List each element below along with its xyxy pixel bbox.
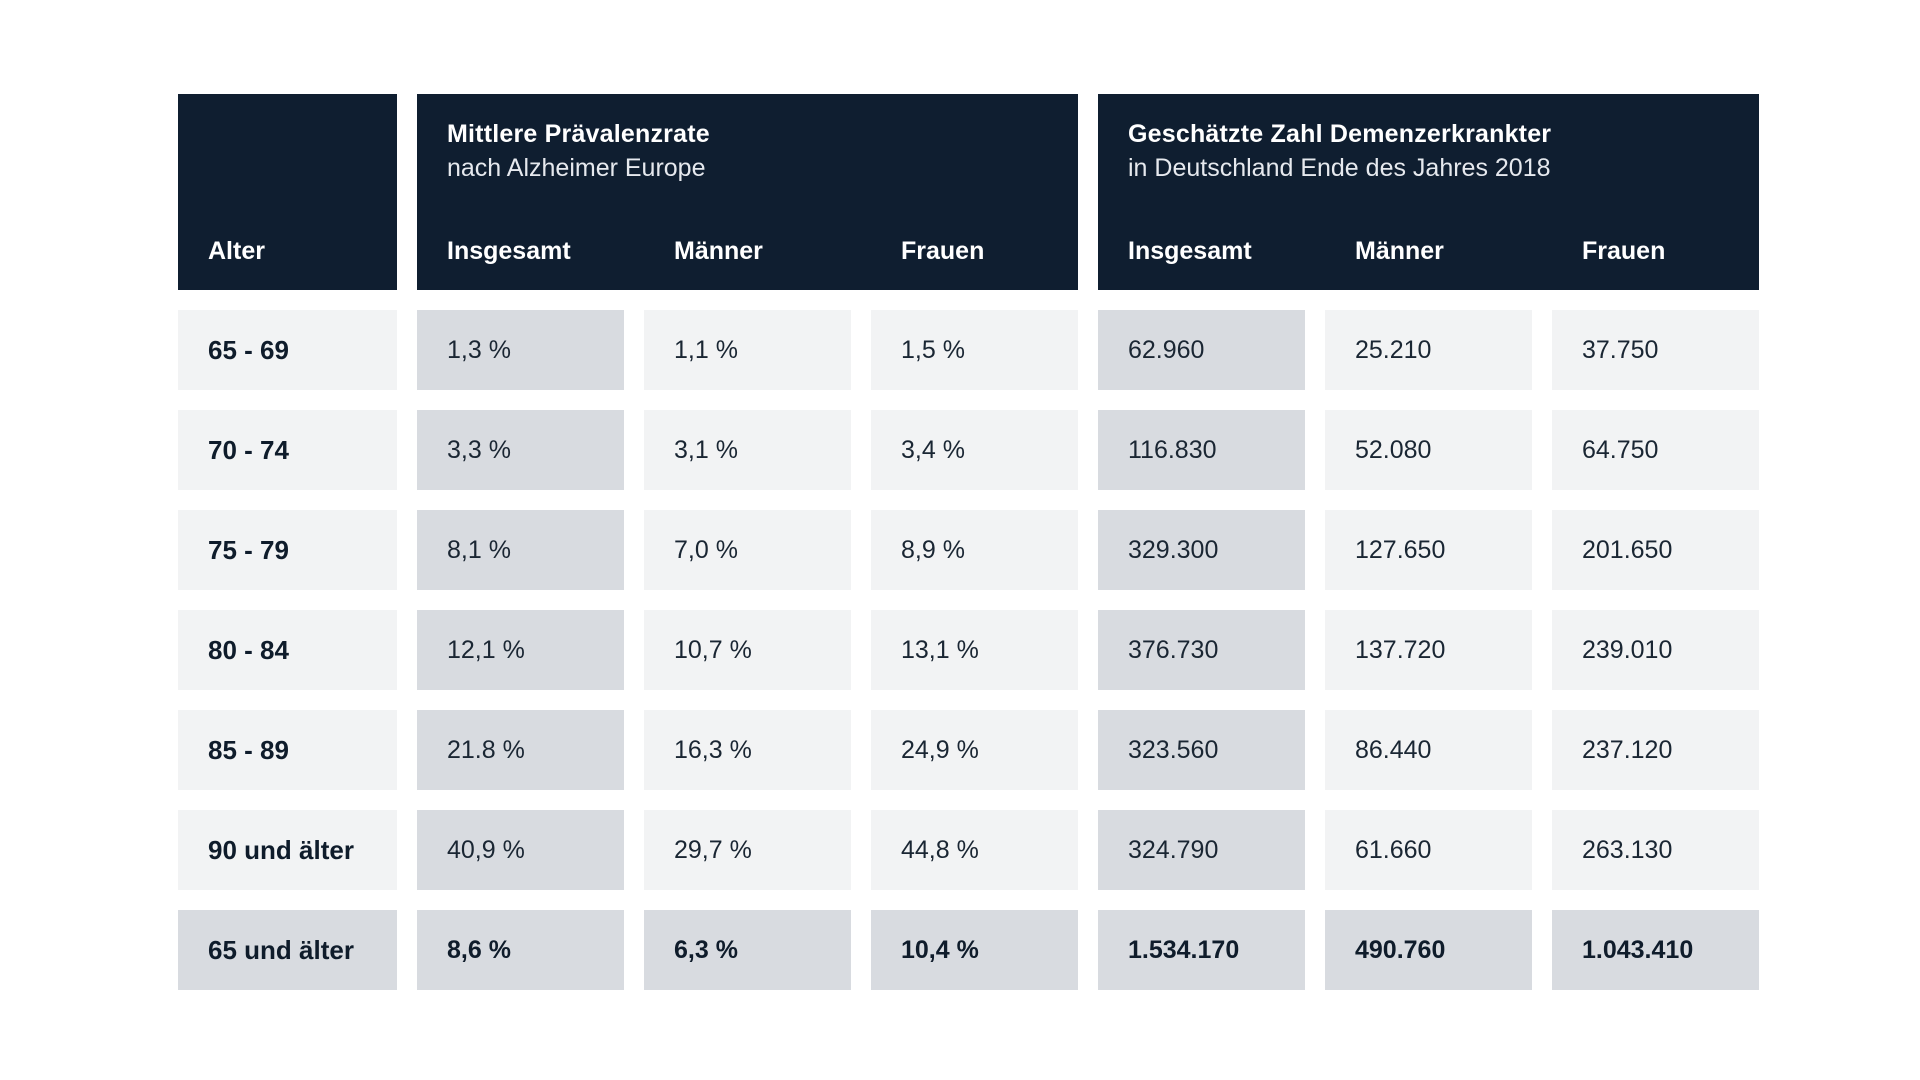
prevalence-total-cell: 8,6 %: [417, 910, 624, 990]
age-cell: 70 - 74: [178, 410, 397, 490]
age-cell: 85 - 89: [178, 710, 397, 790]
count-column-headers: Insgesamt Männer Frauen: [1098, 237, 1759, 266]
count-women-cell: 37.750: [1552, 310, 1759, 390]
count-total-cell: 62.960: [1098, 310, 1305, 390]
count-women-cell: 1.043.410: [1552, 910, 1759, 990]
prevalence-women-cell: 13,1 %: [871, 610, 1078, 690]
prevalence-group-title: Mittlere Prävalenzrate: [447, 120, 710, 148]
count-men-cell: 137.720: [1325, 610, 1532, 690]
prevalence-total-cell: 1,3 %: [417, 310, 624, 390]
header-count-group: Geschätzte Zahl Demenzerkrankter in Deut…: [1098, 94, 1759, 290]
count-men-cell: 25.210: [1325, 310, 1532, 390]
age-cell-total: 65 und älter: [178, 910, 397, 990]
prevalence-total-cell: 40,9 %: [417, 810, 624, 890]
column-header-women: Frauen: [1582, 237, 1666, 265]
prevalence-men-cell: 16,3 %: [644, 710, 851, 790]
prevalence-total-cell: 12,1 %: [417, 610, 624, 690]
prevalence-women-cell: 10,4 %: [871, 910, 1078, 990]
prevalence-men-cell: 29,7 %: [644, 810, 851, 890]
prevalence-men-cell: 6,3 %: [644, 910, 851, 990]
prevalence-total-cell: 8,1 %: [417, 510, 624, 590]
count-women-cell: 64.750: [1552, 410, 1759, 490]
count-total-cell: 324.790: [1098, 810, 1305, 890]
table-row: 70 - 74 3,3 % 3,1 % 3,4 % 116.830 52.080…: [178, 410, 1762, 490]
count-group-title: Geschätzte Zahl Demenzerkrankter: [1128, 120, 1552, 148]
column-header-total: Insgesamt: [1128, 237, 1252, 265]
prevalence-table: Alter Mittlere Prävalenzrate nach Alzhei…: [178, 94, 1762, 1010]
table-total-row: 65 und älter 8,6 % 6,3 % 10,4 % 1.534.17…: [178, 910, 1762, 990]
table-row: 75 - 79 8,1 % 7,0 % 8,9 % 329.300 127.65…: [178, 510, 1762, 590]
table-row: 90 und älter 40,9 % 29,7 % 44,8 % 324.79…: [178, 810, 1762, 890]
table-row: 80 - 84 12,1 % 10,7 % 13,1 % 376.730 137…: [178, 610, 1762, 690]
count-men-cell: 490.760: [1325, 910, 1532, 990]
column-header-women: Frauen: [901, 237, 985, 265]
age-cell: 75 - 79: [178, 510, 397, 590]
count-men-cell: 52.080: [1325, 410, 1532, 490]
count-total-cell: 1.534.170: [1098, 910, 1305, 990]
prevalence-women-cell: 3,4 %: [871, 410, 1078, 490]
count-women-cell: 237.120: [1552, 710, 1759, 790]
count-women-cell: 263.130: [1552, 810, 1759, 890]
prevalence-group-subtitle: nach Alzheimer Europe: [447, 154, 706, 182]
table-header: Alter Mittlere Prävalenzrate nach Alzhei…: [178, 94, 1762, 290]
count-women-cell: 239.010: [1552, 610, 1759, 690]
count-men-cell: 86.440: [1325, 710, 1532, 790]
prevalence-men-cell: 3,1 %: [644, 410, 851, 490]
count-group-subtitle: in Deutschland Ende des Jahres 2018: [1128, 154, 1551, 182]
prevalence-men-cell: 1,1 %: [644, 310, 851, 390]
count-men-cell: 61.660: [1325, 810, 1532, 890]
prevalence-total-cell: 3,3 %: [417, 410, 624, 490]
prevalence-total-cell: 21.8 %: [417, 710, 624, 790]
header-age-block: Alter: [178, 94, 397, 290]
count-men-cell: 127.650: [1325, 510, 1532, 590]
prevalence-women-cell: 44,8 %: [871, 810, 1078, 890]
prevalence-column-headers: Insgesamt Männer Frauen: [417, 237, 1078, 266]
table-row: 65 - 69 1,3 % 1,1 % 1,5 % 62.960 25.210 …: [178, 310, 1762, 390]
header-prevalence-group: Mittlere Prävalenzrate nach Alzheimer Eu…: [417, 94, 1078, 290]
table-row: 85 - 89 21.8 % 16,3 % 24,9 % 323.560 86.…: [178, 710, 1762, 790]
column-header-total: Insgesamt: [447, 237, 571, 265]
count-women-cell: 201.650: [1552, 510, 1759, 590]
count-total-cell: 116.830: [1098, 410, 1305, 490]
age-cell: 80 - 84: [178, 610, 397, 690]
count-total-cell: 323.560: [1098, 710, 1305, 790]
count-total-cell: 329.300: [1098, 510, 1305, 590]
prevalence-women-cell: 1,5 %: [871, 310, 1078, 390]
column-header-men: Männer: [674, 237, 763, 265]
prevalence-women-cell: 8,9 %: [871, 510, 1078, 590]
header-age-label: Alter: [208, 237, 265, 265]
age-cell: 90 und älter: [178, 810, 397, 890]
prevalence-women-cell: 24,9 %: [871, 710, 1078, 790]
age-cell: 65 - 69: [178, 310, 397, 390]
prevalence-men-cell: 10,7 %: [644, 610, 851, 690]
column-header-men: Männer: [1355, 237, 1444, 265]
count-total-cell: 376.730: [1098, 610, 1305, 690]
prevalence-men-cell: 7,0 %: [644, 510, 851, 590]
